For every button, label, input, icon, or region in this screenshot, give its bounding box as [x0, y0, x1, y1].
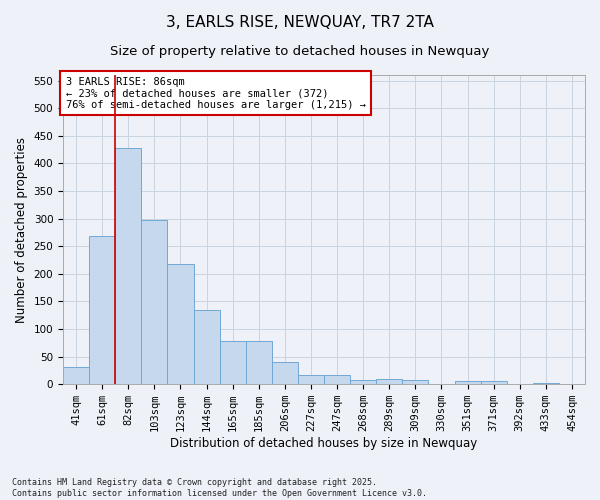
- Bar: [63, 366, 89, 384]
- Y-axis label: Number of detached properties: Number of detached properties: [15, 136, 28, 322]
- Bar: [272, 362, 298, 384]
- Bar: [324, 375, 350, 384]
- Bar: [403, 380, 428, 384]
- Bar: [115, 148, 142, 384]
- Bar: [481, 382, 507, 384]
- Text: 3 EARLS RISE: 86sqm
← 23% of detached houses are smaller (372)
76% of semi-detac: 3 EARLS RISE: 86sqm ← 23% of detached ho…: [65, 76, 365, 110]
- Bar: [194, 310, 220, 384]
- X-axis label: Distribution of detached houses by size in Newquay: Distribution of detached houses by size …: [170, 437, 478, 450]
- Bar: [246, 340, 272, 384]
- Bar: [455, 382, 481, 384]
- Bar: [533, 382, 559, 384]
- Bar: [89, 236, 115, 384]
- Bar: [350, 380, 376, 384]
- Bar: [376, 380, 403, 384]
- Bar: [298, 375, 324, 384]
- Bar: [142, 220, 167, 384]
- Bar: [220, 340, 246, 384]
- Text: 3, EARLS RISE, NEWQUAY, TR7 2TA: 3, EARLS RISE, NEWQUAY, TR7 2TA: [166, 15, 434, 30]
- Text: Size of property relative to detached houses in Newquay: Size of property relative to detached ho…: [110, 45, 490, 58]
- Text: Contains HM Land Registry data © Crown copyright and database right 2025.
Contai: Contains HM Land Registry data © Crown c…: [12, 478, 427, 498]
- Bar: [167, 264, 194, 384]
